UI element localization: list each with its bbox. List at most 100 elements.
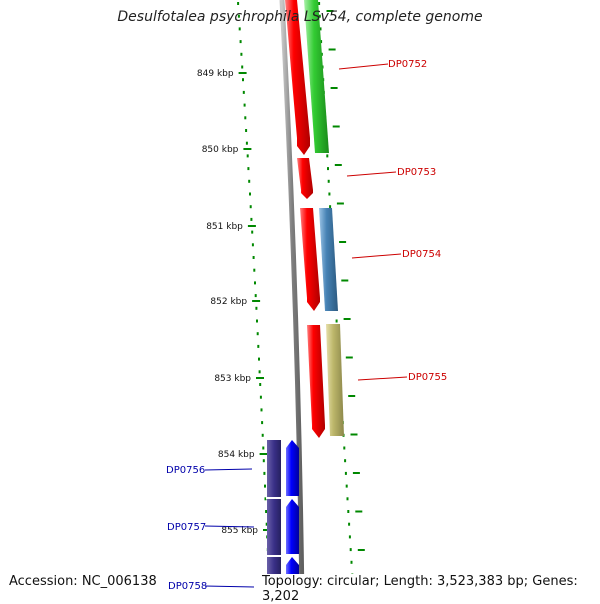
scale-major-tick	[238, 72, 247, 74]
scale-dot	[243, 103, 246, 107]
scale-dot	[240, 52, 243, 56]
scale-dash	[330, 87, 338, 89]
scale-dot	[347, 510, 350, 513]
gene-dp0755-arrow[interactable]	[307, 325, 325, 438]
scale-dot	[348, 522, 351, 526]
scale-dash	[348, 395, 356, 397]
gene-dp0752-arrow[interactable]	[285, 0, 310, 155]
scale-dash	[334, 164, 342, 166]
scale-dot	[263, 471, 266, 475]
scale-dot	[246, 154, 249, 158]
scale-tick-label: 855 kbp	[221, 526, 258, 536]
scale-ticks: 849 kbp 850 kbp 851 kbp 852 kbp 853 kbp 854 k…	[197, 69, 271, 536]
gene-navy-divider	[266, 497, 282, 499]
scale-dot	[326, 154, 329, 158]
scale-dot	[264, 484, 266, 488]
scale-dot	[249, 192, 251, 196]
leader-line-dp0752	[338, 63, 389, 70]
scale-dot	[247, 167, 250, 171]
scale-dot	[335, 319, 338, 323]
scale-dot	[253, 268, 256, 272]
scale-dot	[346, 497, 349, 501]
scale-major-tick	[259, 453, 268, 455]
page-title: Desulfotalea psychrophila LSv54, complet…	[117, 9, 483, 25]
scale-dash	[326, 10, 334, 12]
scale-dot	[255, 306, 258, 310]
scale-dot	[251, 230, 254, 234]
gene-dp0756-arrow[interactable]	[286, 440, 299, 496]
leader-line-dp0756	[204, 468, 253, 471]
scale-dot	[244, 116, 247, 120]
scale-dot	[262, 459, 265, 463]
gene-dp0753-arrow[interactable]	[297, 158, 313, 199]
gene-label-dp0755[interactable]: DP0755	[408, 372, 447, 383]
scale-dot	[256, 332, 259, 336]
gene-dp0757-arrow[interactable]	[286, 499, 299, 554]
leader-line-dp0754	[351, 253, 402, 259]
gene-navy-divider	[266, 555, 282, 557]
scale-dot	[329, 205, 332, 209]
scale-dot	[252, 256, 255, 259]
scale-dot	[265, 510, 268, 513]
gene-steelblue-block	[319, 208, 338, 311]
scale-dot	[242, 90, 245, 94]
scale-dot	[328, 192, 331, 196]
leader-line-dp0758	[204, 585, 255, 588]
scale-dot	[344, 459, 347, 463]
scale-dot	[348, 535, 351, 539]
scale-dot	[260, 408, 263, 412]
scale-dot	[261, 433, 264, 437]
scale-tick-label: 850 kbp	[202, 145, 239, 155]
leader-line-dp0757	[204, 525, 255, 528]
scale-dot	[350, 560, 353, 564]
gene-label-dp0752[interactable]: DP0752	[388, 59, 427, 70]
gene-label-dp0756[interactable]: DP0756	[166, 465, 205, 476]
scale-dash	[345, 356, 353, 359]
scale-dash	[332, 125, 340, 128]
scale-dash	[328, 48, 336, 51]
scale-dot	[245, 141, 248, 145]
scale-dot	[344, 471, 347, 475]
leader-line-dp0753	[346, 171, 397, 177]
scale-tick-label: 854 kbp	[218, 450, 255, 460]
gene-label-dp0757[interactable]: DP0757	[167, 522, 206, 533]
scale-dash	[336, 202, 344, 205]
scale-dot	[237, 2, 240, 5]
scale-dot	[327, 179, 330, 183]
scale-major-tick	[247, 225, 256, 227]
gene-label-dp0754[interactable]: DP0754	[402, 249, 441, 260]
scale-dot	[259, 383, 262, 386]
accession-text: Accession: NC_006138	[9, 574, 157, 589]
scale-dot	[251, 243, 254, 247]
scale-dot	[245, 129, 248, 132]
scale-dot	[249, 205, 252, 209]
gene-label-dp0758[interactable]: DP0758	[168, 581, 207, 592]
scale-dot	[254, 294, 257, 298]
scale-dot	[257, 344, 260, 348]
gene-dp0754-arrow[interactable]	[300, 208, 320, 311]
scale-dot	[320, 40, 323, 44]
scale-dot	[241, 65, 244, 69]
scale-dot	[258, 370, 261, 374]
scale-major-tick	[256, 377, 264, 379]
scale-dash	[357, 549, 365, 551]
scale-dot	[248, 179, 251, 183]
scale-dot	[242, 78, 244, 82]
gene-green-block	[304, 0, 329, 153]
scale-dot	[238, 27, 241, 31]
scale-major-tick	[252, 300, 261, 302]
scale-dash	[343, 318, 351, 320]
scale-dot	[318, 14, 321, 18]
scale-dot	[250, 217, 253, 221]
scale-dot	[318, 2, 321, 5]
gene-label-dp0753[interactable]: DP0753	[397, 167, 436, 178]
scale-dash	[350, 433, 358, 436]
scale-major-tick	[243, 148, 252, 150]
scale-dot	[254, 281, 256, 285]
scale-dot	[262, 446, 265, 450]
scale-dash	[339, 241, 347, 243]
scale-dot	[343, 446, 346, 450]
scale-dot	[237, 14, 240, 18]
scale-dot	[259, 395, 262, 399]
